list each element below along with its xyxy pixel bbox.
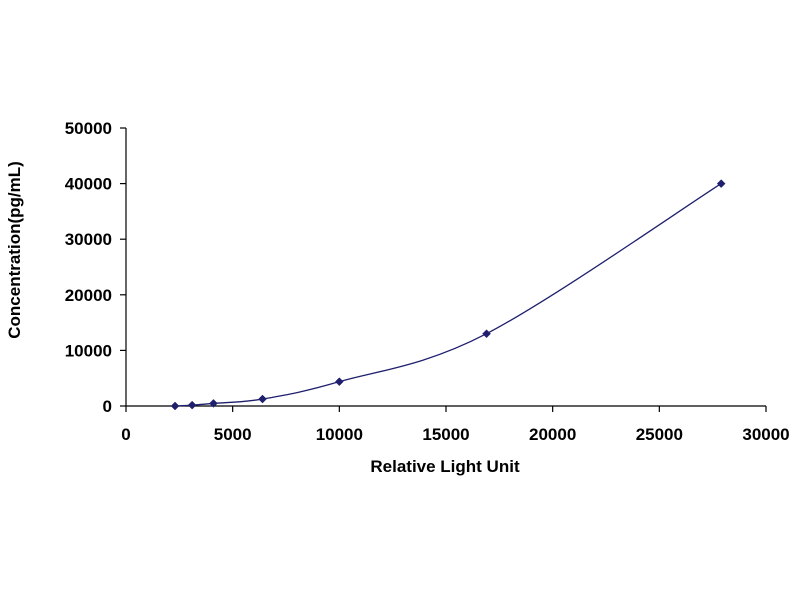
y-axis-ticks: 0 10000 20000 30000 40000 50000 xyxy=(65,119,126,416)
y-tick-label: 40000 xyxy=(65,175,112,194)
fit-curve xyxy=(175,183,722,407)
x-tick-label: 0 xyxy=(121,425,130,444)
data-point-marker xyxy=(170,401,180,411)
y-tick-label: 10000 xyxy=(65,341,112,360)
y-tick-label: 30000 xyxy=(65,230,112,249)
x-tick-label: 20000 xyxy=(529,425,576,444)
data-point-marker xyxy=(209,399,218,408)
fit-curve-layer xyxy=(175,183,722,407)
x-axis-ticks: 0 5000 10000 15000 20000 25000 30000 xyxy=(121,406,790,444)
x-axis-title: Relative Light Unit xyxy=(370,457,520,476)
axes xyxy=(125,128,766,407)
x-tick-label: 10000 xyxy=(316,425,363,444)
x-tick-label: 30000 xyxy=(742,425,789,444)
x-tick-label: 5000 xyxy=(214,425,252,444)
y-axis-title: Concentration(pg/mL) xyxy=(5,161,24,339)
x-tick-label: 15000 xyxy=(422,425,469,444)
data-point-marker xyxy=(258,394,267,404)
data-point-marker xyxy=(482,329,491,339)
y-tick-label: 50000 xyxy=(65,119,112,138)
data-point-marker xyxy=(187,400,197,410)
data-point-marker xyxy=(334,377,344,387)
data-points xyxy=(170,179,726,411)
x-tick-label: 25000 xyxy=(636,425,683,444)
data-point-marker xyxy=(716,179,726,188)
y-tick-label: 0 xyxy=(103,397,112,416)
y-tick-label: 20000 xyxy=(65,286,112,305)
